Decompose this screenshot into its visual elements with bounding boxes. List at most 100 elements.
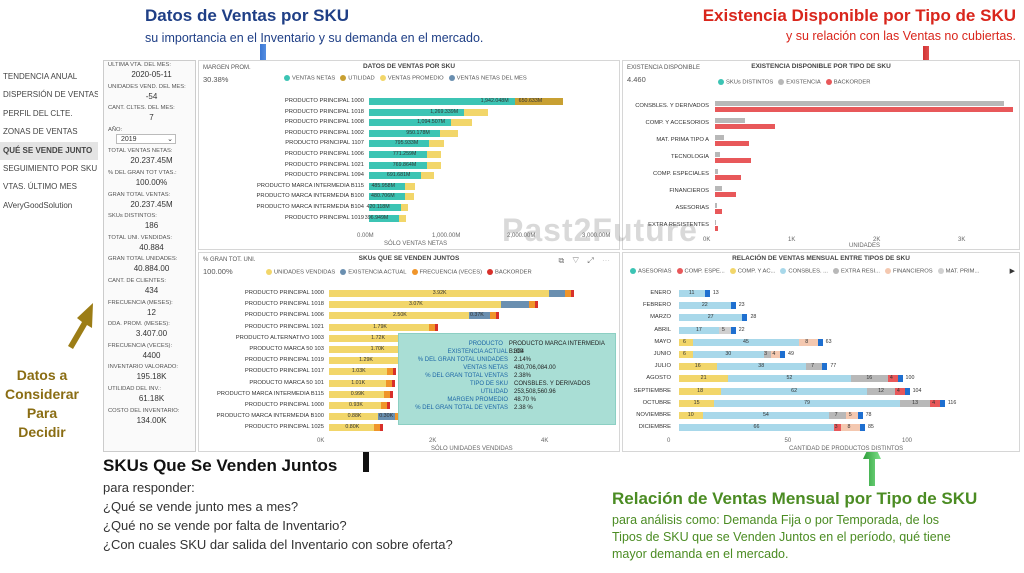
bar-value-label: 3.07K [408,301,423,308]
legend-next-icon[interactable]: ▶ [1009,268,1015,275]
kpi-label: UNIDADES VEND. DEL MES: [108,83,186,90]
axis-tick: 1,000.00M [432,233,461,239]
bar-backorder [715,209,722,214]
bar-segment [721,387,867,395]
bar-value-label: 3 [764,351,768,357]
bar-value-label: 79 [804,399,810,406]
relacion-line-3: mayor demanda en el mercado. [612,547,789,561]
bar-value-label: 4 [896,387,900,394]
bar-backorder [387,402,391,409]
bar-segment-end [704,290,710,297]
bar-segment [679,412,703,419]
bar-value-label: 1.79K [373,323,387,330]
bar-total-label: 77 [830,363,837,370]
bar-ventas-netas [369,151,427,158]
bar-ventas-netas [369,119,452,127]
bar-backorder [392,368,396,376]
nav-item[interactable]: TENDENCIA ANUAL [3,72,78,81]
legend-swatch-icon [718,79,724,85]
bar-total-label: 23 [738,302,745,309]
datos-line-1: Datos a [16,367,68,383]
row-label: PRODUCTO PRINCIPAL 1025 [244,424,324,431]
existencia-axis-title: UNIDADES [849,243,881,249]
row-label: OCTUBRE [642,399,671,406]
bar-unidades-vendidas [329,301,501,309]
skus-line-2: ¿Qué se vende junto mes a mes? [103,499,299,514]
bar-value-label: 795.933M [394,140,419,147]
row-label: PRODUCTO PRINCIPAL 1018 [244,301,324,308]
bar-segment [770,351,781,358]
bar-segment [845,412,858,419]
kpi-value: 12 [147,307,156,317]
bar-value-label: 38 [758,363,765,370]
bar-backorder [715,107,1013,112]
tooltip-key: PRODUCTO [468,341,503,347]
bar-segment [679,424,835,432]
kpi-label: CANT. CLTES. DEL MES: [108,105,175,112]
bar-value-label: 30 [725,351,732,357]
kpi-label: GRAN TOTAL UNIDADES: [108,256,178,263]
bar-total-label: 104 [912,387,922,394]
kpi-value: 434 [144,285,159,295]
bar-segment-end [780,351,786,358]
year-dropdown[interactable]: 2019 ⌄ [116,133,176,144]
bar-value-label: 17 [695,326,702,333]
bar-value-label: 15 [693,399,700,406]
skus-line-4: ¿Con cuales SKU dar salida del Inventari… [103,537,453,552]
row-label: CONSBLES. Y DERIVADOS [635,103,709,109]
nav-item[interactable]: DISPERSIÓN DE VENTAS [3,90,98,100]
legend-swatch-icon [340,269,347,275]
ventas-annotation-subtitle: su importancia en el Inventario y su dem… [145,31,484,45]
nav-item[interactable]: AVeryGoodSolution [3,200,73,210]
bar-segment-end [742,314,748,322]
legend-label: CONSBLES. ... [788,268,829,275]
bar-segment [850,375,889,383]
ventas-panel-title: DATOS DE VENTAS POR SKU [362,63,456,70]
margin-label: MARGEN PROM. [203,65,251,71]
bar-segment [930,399,940,407]
existencia-panel-title: EXISTENCIA DISPONIBLE POR TIPO DE SKU [751,63,891,70]
tooltip-value: 2.14% [514,357,532,363]
kpi-item: DDA. PROM. (MESES): 3.407.00 [104,320,195,342]
bar-value-label: 6 [683,351,686,357]
bar-frecuencia [489,312,496,320]
row-label: PRODUCTO MARCA INTERMEDIA B115 [256,182,364,189]
row-label: PRODUCTO PRINCIPAL 1000 [244,402,324,408]
kpi-value: 4400 [142,350,161,360]
bar-value-label: 691.681M [386,172,411,179]
nav-item[interactable]: VTAS. ÚLTIMO MES [3,182,77,192]
axis-tick: 0K [317,438,325,444]
bar-ventas-netas [369,182,406,190]
visual-header-icons[interactable]: ⧉ ▽ ⤢ ⋯ [558,256,613,265]
bar-value-label: 3.92K [432,290,447,296]
nav-item[interactable]: ZONAS DE VENTAS [3,127,78,137]
bar-value-label: 62 [791,387,798,394]
bar-backorder [534,301,538,309]
bar-value-label: 769.864M [392,161,417,168]
row-label: PRODUCTO PRINCIPAL 1002 [284,129,364,136]
bar-value-label: 771.259M [392,151,417,157]
existencia-panel: EXISTENCIA DISPONIBLE POR TIPO DE SKU EX… [622,60,1020,250]
tooltip-row: % DEL GRAN TOTAL DE VENTAS 2.38 % [399,404,615,412]
bar-existencia [715,186,722,191]
bar-unidades-vendidas [329,424,374,432]
tooltip-row: TIPO DE SKU CONSBLES. Y DERIVADOS [399,380,615,388]
nav-item[interactable]: SEGUIMIENTO POR SKU [3,163,98,173]
nav-item[interactable]: QUÉ SE VENDE JUNTO [0,141,98,160]
bar-value-label: 1.03K [351,368,366,375]
bar-existencia [715,203,717,208]
nav-item[interactable]: PERFIL DEL CLTE. [3,108,73,118]
bar-segment [716,363,806,371]
bar-ventas-netas [369,172,421,180]
ventas-axis-title: SÓLO VENTAS NETAS [384,241,448,247]
bar-segment [679,351,694,358]
legend-swatch-icon [778,79,785,85]
bar-value-label: 52 [786,375,793,382]
row-label: PRODUCTO PRINCIPAL 1000 [244,290,324,296]
bar-unidades-vendidas [329,390,385,398]
datos-line-3: Para [26,405,58,421]
bar-segment [679,314,743,322]
tooltip-key: EXISTENCIA ACTUAL [447,349,508,355]
legend-label: VENTAS NETAS DEL MES [456,75,527,82]
bar-value-label: 5 [848,412,852,418]
